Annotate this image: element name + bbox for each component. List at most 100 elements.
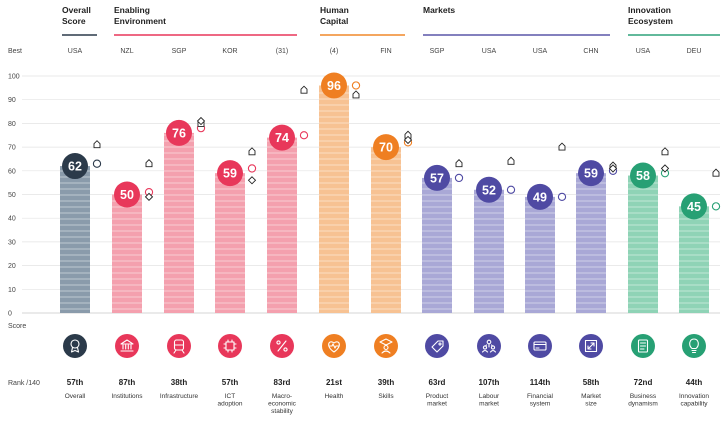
rank-value: 72nd [634, 378, 653, 387]
category-label: Product market [426, 393, 449, 408]
rank-value: 58th [583, 378, 600, 387]
bar-fill [112, 194, 142, 313]
category-label: Business dynamism [628, 393, 658, 408]
icon-stroke [484, 343, 494, 348]
comparison-house-marker [455, 159, 463, 168]
rank-value: 38th [171, 378, 188, 387]
best-country-label: (31) [276, 48, 288, 55]
bank-icon [115, 334, 139, 358]
pillar-title: Overall Score [62, 5, 91, 26]
score-value: 76 [172, 126, 186, 140]
bulb-icon-glyph [689, 338, 699, 354]
pillar-title: Enabling Environment [114, 5, 166, 26]
bar-fill [422, 177, 452, 313]
icon-stroke [383, 344, 389, 351]
rank-value: 83rd [274, 378, 291, 387]
icon-stroke [120, 339, 134, 345]
icon-stroke [533, 343, 547, 349]
graduate-icon-glyph [379, 338, 393, 354]
score-circle [269, 124, 295, 151]
comparison-circle-marker [454, 173, 464, 183]
comparison-diamond-marker [403, 135, 413, 145]
rank-value: 57th [67, 378, 84, 387]
tag-icon [425, 334, 449, 358]
chip-icon-glyph [223, 339, 237, 353]
icon-stroke [70, 346, 80, 353]
y-tick-label: 0 [8, 311, 12, 318]
comparison-house-marker [352, 90, 360, 99]
comparison-house-marker [558, 142, 566, 151]
icon-stroke [481, 349, 497, 353]
rank-value: 39th [378, 378, 395, 387]
score-circle [424, 164, 450, 191]
category-label: Market size [581, 393, 601, 408]
pillar-title: Human Capital [320, 5, 349, 26]
score-bar [112, 194, 142, 313]
score-bar [267, 137, 297, 313]
category-label: Infrastructure [160, 393, 199, 400]
category-label: Financial system [527, 393, 554, 408]
card-icon [528, 334, 552, 358]
score-value: 96 [327, 79, 341, 93]
score-value: 74 [275, 131, 289, 145]
score-bar [164, 132, 194, 313]
score-circle [527, 183, 553, 210]
score-value: 49 [533, 190, 547, 204]
rank-value: 63rd [429, 378, 446, 387]
comparison-circle-marker [557, 192, 567, 202]
category-label: Macro-economic stability [268, 393, 297, 415]
bar-fill [60, 166, 90, 313]
y-tick-label: 40 [8, 216, 16, 223]
document-icon-glyph [637, 339, 649, 353]
score-circle [681, 193, 707, 220]
comparison-diamond-marker [608, 164, 618, 173]
icon-stroke [70, 339, 80, 349]
rank-value: 87th [119, 378, 136, 387]
y-tick-label: 20 [8, 263, 16, 270]
best-country-label: NZL [120, 48, 133, 55]
rank-value: 114th [530, 378, 551, 387]
score-value: 57 [430, 171, 444, 185]
score-bar [215, 173, 245, 313]
score-circle [630, 162, 656, 189]
icon-stroke [122, 344, 132, 350]
score-value: 70 [379, 141, 393, 155]
score-value: 52 [482, 183, 496, 197]
pillar-title: Markets [423, 5, 455, 15]
score-row-label: Score [8, 323, 26, 330]
tag-icon-glyph [431, 340, 444, 353]
rank-value: 21st [326, 378, 342, 387]
bank-icon-glyph [120, 339, 134, 352]
best-country-label: KOR [222, 48, 237, 55]
icon-stroke [276, 340, 281, 345]
bar-fill [319, 85, 349, 313]
bar-fill [525, 196, 555, 313]
score-bar [474, 189, 504, 313]
y-tick-label: 80 [8, 121, 16, 128]
comparison-house-marker [93, 140, 101, 149]
best-country-label: USA [533, 48, 548, 55]
score-bar [576, 173, 606, 313]
score-value: 58 [636, 169, 650, 183]
train-icon [167, 334, 191, 358]
icon-stroke [277, 340, 287, 352]
y-tick-label: 100 [8, 74, 20, 81]
score-circle [166, 119, 192, 146]
score-bar [371, 147, 401, 313]
comparison-diamond-marker [196, 116, 206, 126]
score-bar [422, 177, 452, 313]
score-bar [628, 175, 658, 313]
score-circle [62, 153, 88, 180]
best-country-label: SGP [430, 48, 445, 55]
comparison-house-marker [712, 168, 720, 177]
rank-value: 107th [479, 378, 500, 387]
score-circle [217, 160, 243, 187]
icon-stroke [689, 338, 699, 350]
chip-icon [218, 334, 242, 358]
award-icon [63, 334, 87, 358]
comparison-diamond-marker [144, 192, 154, 202]
pillar-title: Innovation Ecosystem [628, 5, 673, 26]
heart-pulse-icon-glyph [328, 341, 340, 353]
